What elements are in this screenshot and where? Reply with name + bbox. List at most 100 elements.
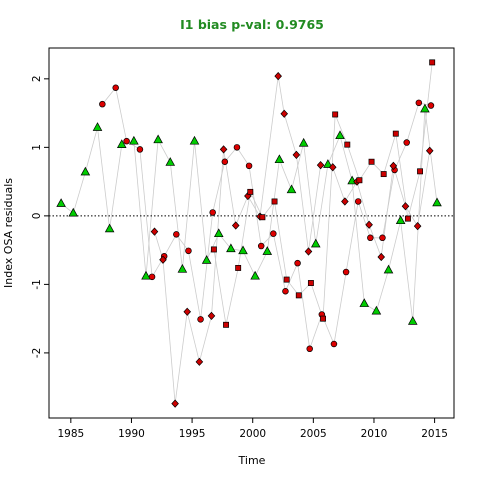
point-square <box>283 276 290 283</box>
point-circle <box>197 316 204 323</box>
point-circle <box>415 99 423 107</box>
point-circle <box>306 345 313 353</box>
point-circle <box>367 234 374 242</box>
point-diamond <box>304 247 313 256</box>
point-triangle <box>201 255 212 264</box>
point-circle <box>173 231 180 238</box>
point-triangle <box>383 264 394 274</box>
point-circle <box>282 287 289 295</box>
point-circle <box>123 137 130 145</box>
point-diamond <box>195 357 204 366</box>
point-circle <box>148 273 156 281</box>
point-diamond <box>159 255 167 264</box>
point-diamond <box>292 150 301 160</box>
x-tick-label: 2000 <box>239 428 266 440</box>
point-triangle <box>407 316 418 325</box>
point-diamond <box>413 222 422 231</box>
point-triangle <box>92 122 103 131</box>
point-square <box>404 215 411 222</box>
point-circle <box>294 259 301 267</box>
connector-lines <box>60 62 438 404</box>
y-tick-label: -2 <box>31 348 43 358</box>
chart-title: I1 bias p-val: 0.9765 <box>180 17 324 32</box>
point-circle <box>257 242 265 250</box>
point-triangle <box>395 215 406 225</box>
x-tick-label: 1995 <box>179 428 206 440</box>
point-triangle <box>286 184 297 194</box>
x-tick-label: 2005 <box>300 428 327 440</box>
connector-line-2 <box>102 86 432 349</box>
point-diamond <box>207 311 216 321</box>
point-diamond <box>328 163 337 172</box>
connector-line-3 <box>154 76 431 404</box>
plot-frame <box>48 47 455 419</box>
y-tick-label: 1 <box>31 144 43 151</box>
point-diamond <box>365 220 373 229</box>
point-circle <box>403 139 410 146</box>
point-circle <box>233 144 241 151</box>
point-circle <box>221 158 229 165</box>
point-square <box>307 280 314 286</box>
point-diamond <box>150 227 159 236</box>
x-tick-label: 2010 <box>361 428 388 440</box>
point-triangle <box>238 245 248 255</box>
point-square <box>223 321 229 328</box>
x-axis-label: Time <box>238 454 266 467</box>
point-circle <box>245 162 253 170</box>
y-axis: -2 -1 0 1 2 <box>31 75 50 358</box>
point-triangle <box>335 130 345 140</box>
point-triangle <box>153 134 163 144</box>
point-triangle <box>189 135 200 145</box>
point-triangle <box>432 197 442 207</box>
y-tick-label: 2 <box>31 75 43 82</box>
point-triangle <box>80 166 91 176</box>
point-circle <box>330 340 338 348</box>
point-diamond <box>389 161 398 170</box>
point-circle <box>112 84 119 91</box>
point-square <box>392 130 399 137</box>
point-square <box>380 171 387 178</box>
point-triangle <box>250 270 260 280</box>
point-circle <box>427 102 435 109</box>
point-square <box>417 168 423 175</box>
x-tick-label: 1985 <box>57 428 84 440</box>
point-diamond <box>171 399 179 408</box>
point-square <box>295 292 302 299</box>
point-diamond <box>231 221 240 230</box>
point-triangle <box>262 246 273 255</box>
y-tick-label: 0 <box>31 213 43 220</box>
point-triangle <box>141 270 151 280</box>
data-points <box>56 59 442 408</box>
point-circle <box>342 268 350 276</box>
point-circle <box>209 209 216 216</box>
point-circle <box>379 234 386 242</box>
point-triangle <box>213 228 224 238</box>
point-square <box>429 59 436 66</box>
point-triangle <box>371 305 382 315</box>
point-triangle <box>56 198 66 207</box>
x-axis: 1985 1990 1995 2000 2005 2010 2015 <box>57 417 448 440</box>
point-triangle <box>323 159 333 168</box>
point-square <box>247 188 254 195</box>
point-diamond <box>401 202 410 211</box>
point-triangle <box>298 137 309 147</box>
point-circle <box>354 198 362 205</box>
point-circle <box>99 100 106 108</box>
y-tick-label: -1 <box>31 279 43 289</box>
x-tick-label: 1990 <box>118 428 145 440</box>
point-square <box>356 177 363 184</box>
point-circle <box>136 146 144 153</box>
point-diamond <box>280 109 289 118</box>
point-square <box>368 158 375 165</box>
point-triangle <box>420 103 430 113</box>
x-tick-label: 2015 <box>421 428 448 440</box>
point-diamond <box>316 161 325 170</box>
point-triangle <box>68 207 79 217</box>
point-square <box>344 141 351 148</box>
point-triangle <box>274 154 285 164</box>
point-diamond <box>183 307 192 316</box>
point-triangle <box>310 238 321 248</box>
point-diamond <box>341 197 349 206</box>
point-square <box>210 246 217 253</box>
point-diamond <box>425 146 434 155</box>
